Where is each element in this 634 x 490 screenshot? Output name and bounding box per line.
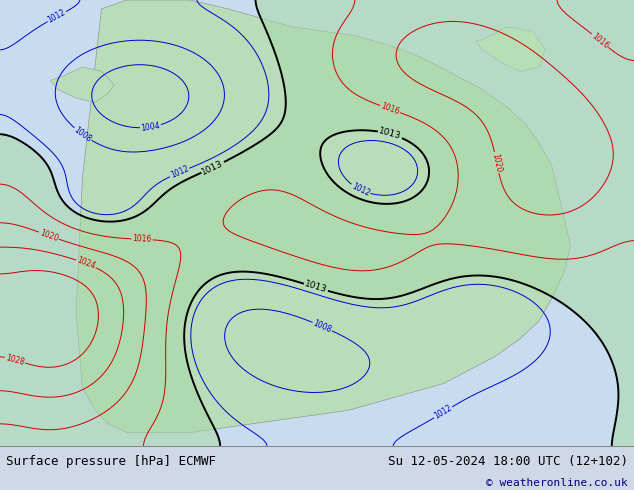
Text: 1020: 1020 xyxy=(490,152,503,173)
Text: 1013: 1013 xyxy=(304,280,328,295)
Polygon shape xyxy=(51,67,114,102)
Text: 1013: 1013 xyxy=(378,126,403,142)
Text: 1008: 1008 xyxy=(72,125,93,144)
Polygon shape xyxy=(76,0,571,433)
Text: 1008: 1008 xyxy=(312,318,333,335)
Text: 1012: 1012 xyxy=(432,404,454,421)
Text: Surface pressure [hPa] ECMWF: Surface pressure [hPa] ECMWF xyxy=(6,455,216,468)
Text: 1024: 1024 xyxy=(75,256,96,271)
Text: 1013: 1013 xyxy=(200,158,225,176)
Text: 1012: 1012 xyxy=(169,165,190,180)
Text: 1020: 1020 xyxy=(38,228,60,243)
Text: 1016: 1016 xyxy=(380,101,401,117)
Text: 1016: 1016 xyxy=(590,31,611,50)
Text: 1028: 1028 xyxy=(4,353,25,367)
Text: Su 12-05-2024 18:00 UTC (12+102): Su 12-05-2024 18:00 UTC (12+102) xyxy=(387,455,628,468)
Text: 1012: 1012 xyxy=(46,8,67,25)
Text: 1016: 1016 xyxy=(133,234,152,245)
Polygon shape xyxy=(476,27,545,72)
Text: 1004: 1004 xyxy=(140,121,161,133)
Text: 1012: 1012 xyxy=(350,181,371,198)
Text: © weatheronline.co.uk: © weatheronline.co.uk xyxy=(486,478,628,489)
